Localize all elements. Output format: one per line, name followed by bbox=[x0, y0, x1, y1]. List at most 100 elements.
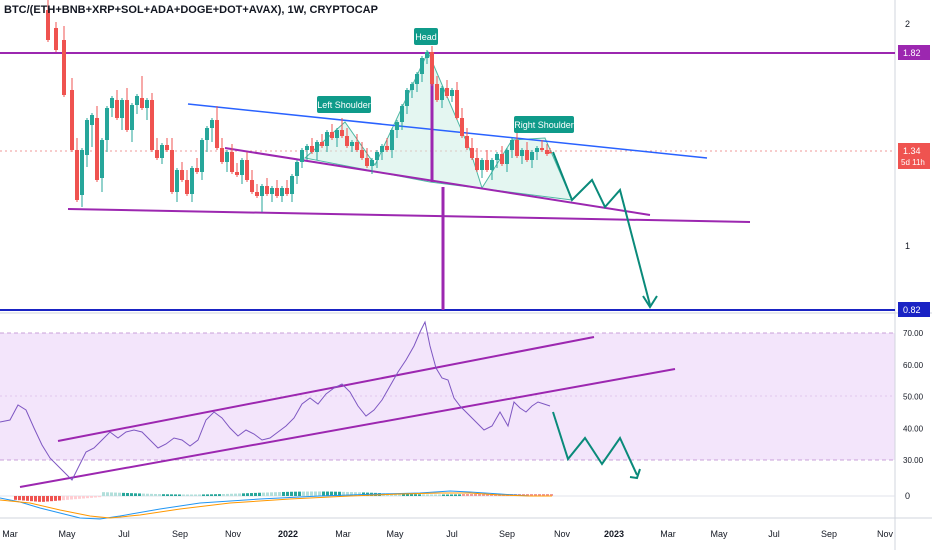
candle-body bbox=[430, 52, 434, 84]
candle-body bbox=[240, 160, 244, 175]
macd-bar bbox=[282, 491, 285, 496]
macd-bar bbox=[174, 494, 177, 496]
candle-body bbox=[260, 186, 264, 196]
candle-body bbox=[210, 120, 214, 128]
candle-body bbox=[405, 90, 409, 106]
price-tick-label: 1 bbox=[905, 241, 910, 251]
candle-body bbox=[425, 52, 429, 58]
candle-body bbox=[510, 140, 514, 150]
candle-body bbox=[105, 108, 109, 140]
candle-body bbox=[46, 10, 50, 40]
macd-bar bbox=[242, 493, 245, 496]
candle-body bbox=[320, 142, 324, 146]
candle-body bbox=[395, 122, 399, 130]
rsi-upper-channel bbox=[57, 336, 595, 442]
lower-channel-line bbox=[224, 147, 651, 216]
macd-bar bbox=[478, 494, 481, 496]
candle-body bbox=[150, 100, 154, 150]
macd-bar bbox=[414, 494, 417, 496]
macd-bar bbox=[298, 491, 301, 496]
macd-bar bbox=[178, 494, 181, 496]
candle-body bbox=[275, 188, 279, 196]
macd-bar bbox=[54, 496, 57, 501]
left-shoulder-label: Left Shoulder bbox=[317, 96, 371, 113]
macd-bar bbox=[50, 496, 53, 502]
macd-bar bbox=[434, 494, 437, 496]
macd-bar bbox=[238, 493, 241, 496]
candle-body bbox=[540, 148, 544, 150]
macd-bar bbox=[330, 491, 333, 496]
candle-body bbox=[145, 100, 149, 108]
candle-body bbox=[530, 152, 534, 160]
time-tick-label: May bbox=[386, 529, 404, 539]
macd-bar bbox=[302, 491, 305, 496]
time-tick-label: May bbox=[710, 529, 728, 539]
candle-body bbox=[225, 152, 229, 162]
candle-body bbox=[90, 115, 94, 125]
macd-line bbox=[0, 490, 552, 520]
candle-body bbox=[400, 106, 404, 122]
candle-body bbox=[545, 150, 549, 154]
candle-body bbox=[70, 90, 74, 150]
macd-bar bbox=[146, 493, 149, 496]
candle-body bbox=[185, 180, 189, 194]
candle-body bbox=[80, 150, 84, 195]
candle-body bbox=[548, 152, 552, 153]
candle-body bbox=[160, 145, 164, 158]
macd-bar bbox=[62, 496, 65, 501]
candle-body bbox=[54, 28, 58, 50]
macd-bar bbox=[38, 496, 41, 502]
macd-bar bbox=[466, 494, 469, 496]
time-tick-label: Sep bbox=[499, 529, 515, 539]
macd-bar bbox=[46, 496, 49, 502]
macd-bar bbox=[334, 491, 337, 496]
macd-bar bbox=[470, 494, 473, 496]
macd-bar bbox=[134, 493, 137, 496]
time-tick-label: Mar bbox=[335, 529, 351, 539]
chart-title: BTC/(ETH+BNB+XRP+SOL+ADA+DOGE+DOT+AVAX),… bbox=[4, 4, 378, 16]
macd-bar bbox=[18, 496, 21, 501]
macd-bar bbox=[458, 494, 461, 496]
macd-bar bbox=[94, 496, 97, 498]
candle-body bbox=[205, 128, 209, 140]
macd-bar bbox=[538, 494, 541, 496]
candle-body bbox=[245, 160, 249, 180]
time-tick-label: Sep bbox=[172, 529, 188, 539]
candle-body bbox=[465, 136, 469, 148]
macd-bar bbox=[446, 494, 449, 496]
candle-body bbox=[505, 150, 509, 164]
candle-body bbox=[440, 88, 444, 100]
macd-bar bbox=[438, 494, 441, 496]
macd-bar bbox=[314, 491, 317, 496]
candle-body bbox=[140, 98, 144, 108]
candle-body bbox=[195, 168, 199, 172]
price-tick-label: 2 bbox=[905, 19, 910, 29]
candle-body bbox=[300, 150, 304, 162]
candle-body bbox=[230, 152, 234, 172]
macd-bar bbox=[322, 491, 325, 496]
macd-bar bbox=[462, 494, 465, 496]
candle-body bbox=[215, 120, 219, 148]
macd-bar bbox=[190, 494, 193, 496]
candle-body bbox=[415, 74, 419, 84]
candle-body bbox=[95, 118, 99, 180]
rsi-line bbox=[0, 320, 551, 481]
right-shoulder-text: Right Shoulder bbox=[514, 120, 574, 130]
time-tick-label: Sep bbox=[821, 529, 837, 539]
countdown-text: 5d 11h bbox=[901, 158, 925, 167]
candle-body bbox=[515, 140, 519, 156]
macd-bar bbox=[394, 493, 397, 496]
macd-bar bbox=[186, 494, 189, 496]
candle-body bbox=[460, 118, 464, 136]
macd-bar bbox=[66, 496, 69, 500]
macd-bar bbox=[354, 492, 357, 496]
macd-bar bbox=[342, 491, 345, 496]
macd-bar bbox=[110, 492, 113, 496]
candle-body bbox=[495, 154, 499, 160]
candle-body bbox=[175, 170, 179, 192]
macd-bar bbox=[74, 496, 77, 500]
rsi-projection-arrow bbox=[552, 411, 638, 476]
macd-bar bbox=[122, 492, 125, 496]
candle-body bbox=[435, 84, 439, 100]
